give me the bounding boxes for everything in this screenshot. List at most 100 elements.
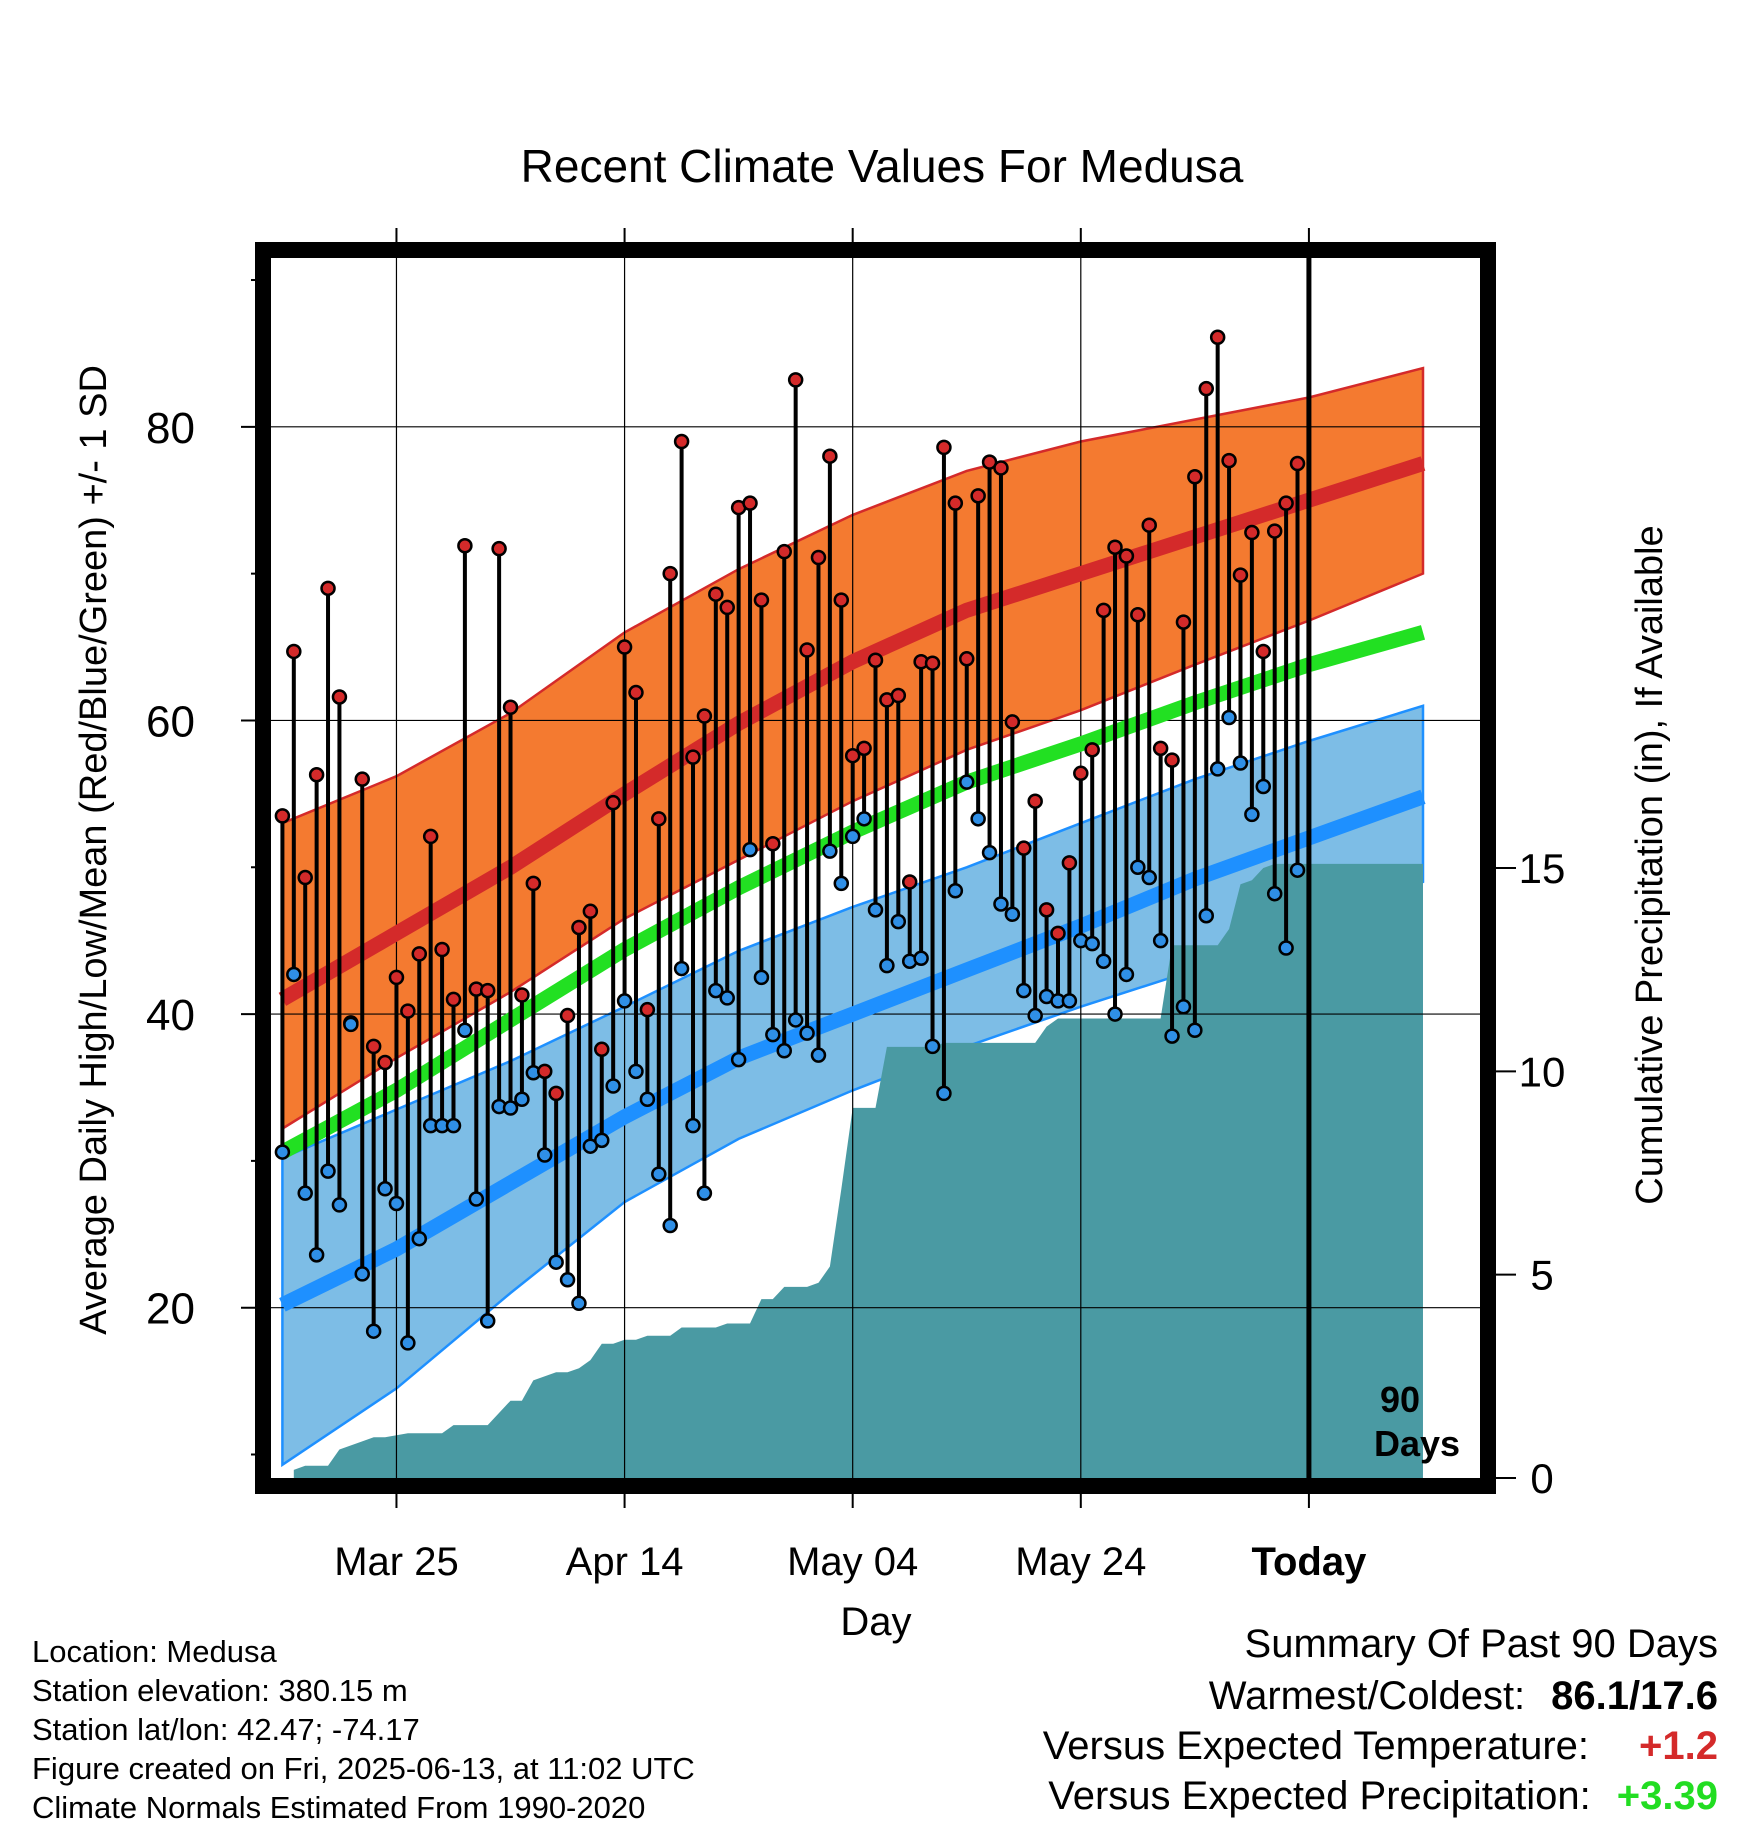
daily-high-point [1289,455,1306,472]
high-mean-line [278,456,1426,1006]
location-text: Location: Medusa [32,1634,277,1669]
y-tick-label: 20 [146,1285,195,1334]
daily-high-point [286,643,302,660]
daily-high-point [1141,517,1157,533]
daily-high-point [1050,925,1066,942]
daily-high-point [274,808,291,824]
daily-low-point [1187,1022,1203,1038]
daily-low-point [936,1085,952,1102]
chart-title: Recent Climate Values For Medusa [521,140,1244,192]
daily-low-point [1164,1028,1180,1044]
daily-low-point [1107,1006,1123,1022]
daily-low-point [411,1230,428,1247]
daily-high-point [1232,567,1249,583]
daily-high-point [1187,468,1203,485]
daily-low-point [1244,806,1260,823]
daily-high-point [753,592,770,608]
plot-area [271,258,1480,1478]
daily-high-point [787,372,804,388]
temp-value: +1.2 [1639,1724,1718,1768]
daily-low-point [662,1217,678,1234]
daily-high-point [662,565,678,582]
daily-high-point [1061,855,1078,871]
daily-low-point [639,1091,656,1107]
daily-high-point [582,903,599,920]
daily-high-point [1073,765,1089,782]
daily-high-point [856,740,872,757]
daily-low-point [685,1117,701,1134]
daily-low-point [457,1022,473,1038]
elevation-text: Station elevation: 380.15 m [32,1673,408,1708]
daily-low-point [719,990,735,1006]
summary-warmest-row: Warmest/Coldest: 86.1/17.6 [1209,1674,1718,1719]
daily-high-point [936,439,952,456]
daily-high-point [822,448,838,464]
daily-low-point [331,1197,348,1213]
daily-low-point [890,913,907,930]
daily-low-point [799,1025,815,1041]
days-annotation-line2: Days [1374,1423,1460,1464]
daily-low-point [1266,885,1283,902]
daily-low-point [1221,709,1237,726]
daily-high-point [400,1003,416,1019]
daily-high-point [867,652,884,669]
y2-axis-label: Cumulative Precipitation (in), If Availa… [1629,525,1671,1204]
daily-low-point [320,1163,336,1179]
daily-low-point [924,1038,941,1055]
daily-high-point [297,869,313,886]
created-text: Figure created on Fri, 2025-06-13, at 11… [32,1751,695,1786]
daily-high-point [696,708,713,724]
x-tick-label: Mar 25 [334,1540,459,1584]
daily-low-point [1198,907,1215,924]
axes: 20 40 60 80 0 5 10 15 Mar 25 Apr 14 May 04 May 24 To… [146,228,1565,1584]
daily-high-point [605,794,621,811]
daily-low-point [856,811,872,827]
daily-high-point [901,874,918,890]
daily-high-point [1016,840,1032,856]
daily-high-point [844,747,861,764]
daily-high-point [422,828,439,845]
daily-high-point [365,1038,382,1055]
daily-high-point [502,699,519,715]
daily-low-point [822,843,838,859]
daily-high-point [810,549,827,566]
daily-low-point [787,1012,804,1028]
y2-tick-label: 10 [1519,1048,1566,1095]
daily-high-point [628,684,644,701]
daily-low-point [548,1254,564,1270]
daily-low-point [696,1185,713,1201]
precipitation-area [293,863,1423,1478]
daily-low-point [1278,940,1294,956]
daily-low-point [388,1195,405,1212]
daily-low-point [708,982,724,999]
daily-low-point [605,1078,621,1094]
daily-high-point [685,749,701,765]
y-tick-label: 40 [146,991,195,1040]
daily-high-point [993,460,1009,476]
daily-high-point [890,687,907,704]
daily-low-point [274,1144,291,1160]
daily-high-point [1164,752,1180,768]
daily-high-point [776,543,793,560]
daily-high-point [958,651,975,667]
daily-high-point [1107,539,1123,555]
daily-high-point [411,946,428,962]
daily-high-point [616,639,633,655]
days-annotation-line1: 90 [1380,1379,1420,1420]
daily-low-point [810,1047,827,1063]
summary-title: Summary Of Past 90 Days [1244,1622,1718,1666]
daily-high-point [434,941,450,958]
daily-high-point [457,537,473,554]
daily-low-point [1289,862,1306,878]
daily-high-point [525,875,542,892]
x-tick-label: Apr 14 [566,1540,684,1584]
daily-high-point [514,987,530,1003]
warmest-value: 86.1/17.6 [1551,1674,1718,1718]
daily-high-point [479,982,496,999]
daily-low-point [354,1266,370,1282]
daily-high-point [639,1001,656,1018]
daily-low-point [616,993,633,1009]
daily-low-point [1152,932,1169,949]
daily-high-point [1038,902,1055,918]
